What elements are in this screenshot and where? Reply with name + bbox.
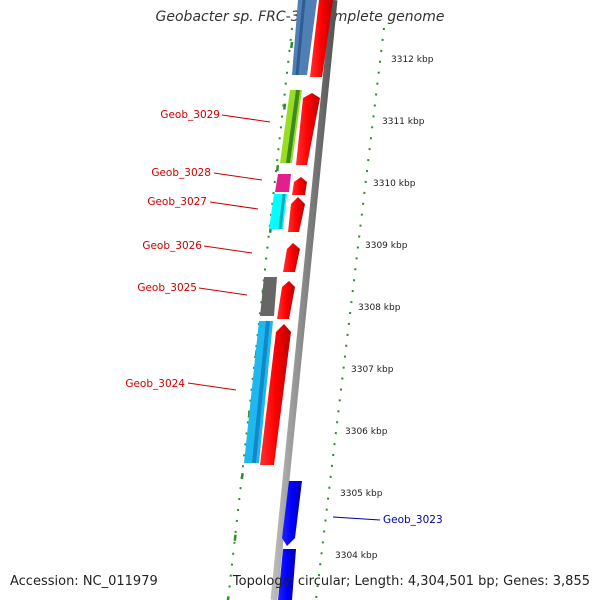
kbp-label-3308: 3308 kbp <box>358 303 401 313</box>
kbp-label-3309: 3309 kbp <box>365 241 408 251</box>
gene-label-geob-3027: Geob_3027 <box>147 196 207 208</box>
kbp-label-3305: 3305 kbp <box>340 489 383 499</box>
cds-3029 <box>296 93 320 165</box>
gene-label-geob-3025: Geob_3025 <box>137 282 197 294</box>
gene-label-geob-3028: Geob_3028 <box>151 167 211 179</box>
kbp-label-3304: 3304 kbp <box>335 551 378 561</box>
callout-3023 <box>332 516 381 521</box>
kbp-label-3312: 3312 kbp <box>391 55 434 65</box>
cds-3028 <box>292 177 307 195</box>
cds-top <box>310 0 333 77</box>
gene-label-geob-3026: Geob_3026 <box>142 240 202 252</box>
feature-3024-shade <box>252 320 270 464</box>
kbp-label-3307: 3307 kbp <box>351 365 394 375</box>
accession-text: Accession: NC_011979 <box>10 574 158 589</box>
feature-3027-shade <box>278 193 286 230</box>
topology-text: Topology: circular; Length: 4,304,501 bp… <box>232 574 590 589</box>
backbone <box>270 0 338 600</box>
callout-3025 <box>198 287 248 296</box>
inner-tick-ring <box>227 27 293 600</box>
kbp-label-3306: 3306 kbp <box>345 427 388 437</box>
callout-3026 <box>203 245 253 254</box>
gene-label-geob-3029: Geob_3029 <box>160 109 220 121</box>
cds-bottom <box>278 549 296 600</box>
feature-3028-magenta <box>275 174 291 192</box>
cds-3023 <box>282 481 302 546</box>
cds-3026 <box>283 243 300 272</box>
callout-3024 <box>187 382 237 391</box>
cds-3027 <box>288 197 305 232</box>
callout-3028 <box>213 172 263 181</box>
cds-3025 <box>277 281 295 319</box>
feature-3029-green <box>286 89 300 164</box>
feature-steel-top-shade <box>295 0 306 76</box>
callout-3027 <box>209 201 259 210</box>
kbp-label-3310: 3310 kbp <box>373 179 416 189</box>
callout-3029 <box>221 114 271 123</box>
outer-tick-ring <box>315 27 385 600</box>
kbp-label-3311: 3311 kbp <box>382 117 425 127</box>
cds-3024 <box>260 324 291 465</box>
gene-label-geob-3023: Geob_3023 <box>383 514 443 526</box>
feature-3025-gray <box>260 277 277 316</box>
gene-label-geob-3024: Geob_3024 <box>125 378 185 390</box>
